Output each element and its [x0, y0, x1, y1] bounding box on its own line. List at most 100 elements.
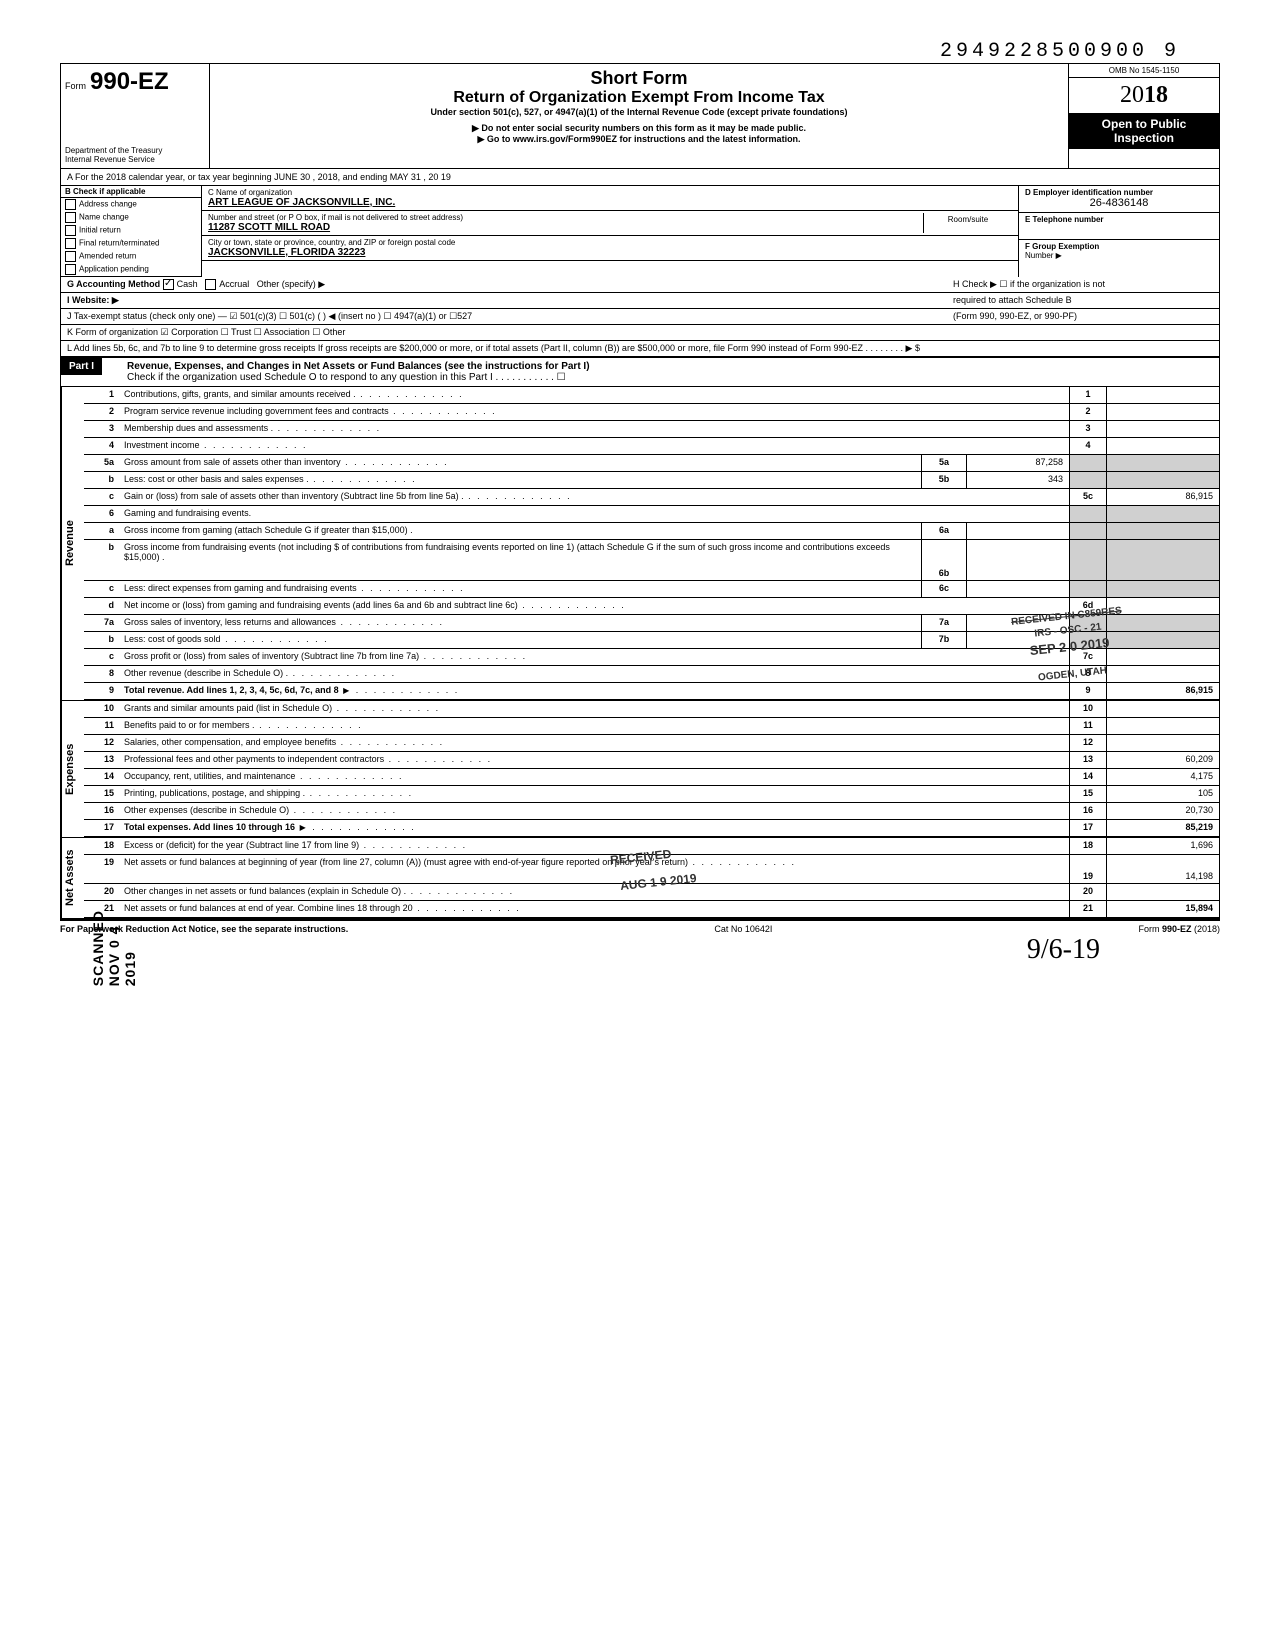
page-footer: For Paperwork Reduction Act Notice, see … — [60, 920, 1220, 934]
line-5c: Gain or (loss) from sale of assets other… — [120, 489, 1069, 505]
netassets-section-label: Net Assets — [61, 838, 84, 918]
val-5a: 87,258 — [966, 455, 1069, 471]
received-stamp-ogden: RECEIVED IN C859RES IRS - OSC - 21 SEP 2… — [1010, 604, 1128, 687]
form-number: 990-EZ — [90, 68, 169, 96]
open-public: Open to Public — [1073, 117, 1215, 131]
chk-cash[interactable] — [163, 279, 174, 290]
line-12: Salaries, other compensation, and employ… — [120, 735, 1069, 751]
val-6d — [1106, 598, 1219, 614]
subtitle: Under section 501(c), 527, or 4947(a)(1)… — [218, 107, 1060, 117]
row-g-accounting: G Accounting Method Cash Accrual Other (… — [67, 279, 945, 290]
line-7c: Gross profit or (loss) from sales of inv… — [120, 649, 1069, 665]
val-13: 60,209 — [1106, 752, 1219, 768]
line-19: Net assets or fund balances at beginning… — [120, 855, 1069, 883]
line-1: Contributions, gifts, grants, and simila… — [120, 387, 1069, 403]
omb-number: OMB No 1545-1150 — [1069, 64, 1219, 78]
tax-year: 20201818 — [1069, 78, 1219, 113]
line-4: Investment income — [120, 438, 1069, 454]
room-suite-label: Room/suite — [923, 213, 1012, 233]
line-6a: Gross income from gaming (attach Schedul… — [120, 523, 921, 539]
val-10 — [1106, 701, 1219, 717]
line-15: Printing, publications, postage, and shi… — [120, 786, 1069, 802]
irs-label: Internal Revenue Service — [65, 155, 205, 164]
part1-check: Check if the organization used Schedule … — [127, 372, 1213, 383]
d-ein-label: D Employer identification number — [1025, 188, 1213, 197]
part1-title: Revenue, Expenses, and Changes in Net As… — [127, 361, 1213, 372]
row-h3: (Form 990, 990-EZ, or 990-PF) — [945, 311, 1213, 322]
chk-address-change[interactable] — [65, 199, 76, 210]
line-20: Other changes in net assets or fund bala… — [120, 884, 1069, 900]
val-12 — [1106, 735, 1219, 751]
val-3 — [1106, 421, 1219, 437]
val-4 — [1106, 438, 1219, 454]
val-6c — [966, 581, 1069, 597]
title-main: Return of Organization Exempt From Incom… — [218, 89, 1060, 107]
val-5c: 86,915 — [1106, 489, 1219, 505]
e-phone-label: E Telephone number — [1025, 215, 1213, 224]
line-5b: Less: cost or other basis and sales expe… — [120, 472, 921, 488]
line-10: Grants and similar amounts paid (list in… — [120, 701, 1069, 717]
f-group-label2: Number ▶ — [1025, 251, 1213, 260]
org-name: ART LEAGUE OF JACKSONVILLE, INC. — [208, 197, 1012, 208]
row-h: H Check ▶ ☐ if the organization is not — [945, 279, 1213, 290]
line-7a: Gross sales of inventory, less returns a… — [120, 615, 921, 631]
val-15: 105 — [1106, 786, 1219, 802]
chk-app-pending[interactable] — [65, 264, 76, 275]
line-6: Gaming and fundraising events. — [120, 506, 1069, 522]
document-number: 2949228500900 9 — [60, 40, 1220, 63]
val-20 — [1106, 884, 1219, 900]
line-11: Benefits paid to or for members . — [120, 718, 1069, 734]
part1-header: Part I Revenue, Expenses, and Changes in… — [60, 358, 1220, 387]
line-6d: Net income or (loss) from gaming and fun… — [120, 598, 1069, 614]
footer-mid: Cat No 10642I — [714, 924, 772, 934]
val-17: 85,219 — [1106, 820, 1219, 836]
val-16: 20,730 — [1106, 803, 1219, 819]
line-5a: Gross amount from sale of assets other t… — [120, 455, 921, 471]
line-9: Total revenue. Add lines 1, 2, 3, 4, 5c,… — [120, 683, 1069, 699]
line-6b: Gross income from fundraising events (no… — [120, 540, 921, 580]
val-1 — [1106, 387, 1219, 403]
form-header: Form 990-EZ Department of the Treasury I… — [60, 63, 1220, 169]
val-6a — [966, 523, 1069, 539]
val-11 — [1106, 718, 1219, 734]
column-c-org-info: C Name of organization ART LEAGUE OF JAC… — [202, 186, 1018, 277]
val-21: 15,894 — [1106, 901, 1219, 917]
org-city: JACKSONVILLE, FLORIDA 32223 — [208, 247, 1012, 258]
line-14: Occupancy, rent, utilities, and maintena… — [120, 769, 1069, 785]
chk-name-change[interactable] — [65, 212, 76, 223]
val-9: 86,915 — [1106, 683, 1219, 699]
c-name-label: C Name of organization — [208, 188, 1012, 197]
line-6c: Less: direct expenses from gaming and fu… — [120, 581, 921, 597]
part1-label: Part I — [61, 358, 102, 375]
chk-amended[interactable] — [65, 251, 76, 262]
val-2 — [1106, 404, 1219, 420]
row-k-org-form: K Form of organization ☑ Corporation ☐ T… — [67, 327, 1213, 338]
scanned-stamp: SCANNED NOV 0 4 2019 — [90, 910, 138, 986]
title-short: Short Form — [218, 68, 1060, 89]
row-l-gross: L Add lines 5b, 6c, and 7b to line 9 to … — [67, 343, 1213, 354]
row-i-website: I Website: ▶ — [67, 295, 945, 306]
column-d-e-f: D Employer identification number 26-4836… — [1018, 186, 1219, 277]
line-2: Program service revenue including govern… — [120, 404, 1069, 420]
line-7b: Less: cost of goods sold — [120, 632, 921, 648]
line-8: Other revenue (describe in Schedule O) . — [120, 666, 1069, 682]
form-prefix: Form — [65, 81, 86, 91]
footer-right: Form Form 990-EZ (2018)990-EZ (2018) — [1138, 924, 1220, 934]
val-14: 4,175 — [1106, 769, 1219, 785]
line-13: Professional fees and other payments to … — [120, 752, 1069, 768]
org-street: 11287 SCOTT MILL ROAD — [208, 222, 923, 233]
inspection: Inspection — [1073, 131, 1215, 145]
line-17: Total expenses. Add lines 10 through 16 — [120, 820, 1069, 836]
chk-final-return[interactable] — [65, 238, 76, 249]
note-url: ▶ Go to www.irs.gov/Form990EZ for instru… — [218, 134, 1060, 145]
c-street-label: Number and street (or P O box, if mail i… — [208, 213, 923, 222]
f-group-label: F Group Exemption — [1025, 242, 1213, 251]
chk-accrual[interactable] — [205, 279, 216, 290]
line-16: Other expenses (describe in Schedule O) — [120, 803, 1069, 819]
val-6b — [966, 540, 1069, 580]
chk-initial-return[interactable] — [65, 225, 76, 236]
note-ssn: ▶ Do not enter social security numbers o… — [218, 123, 1060, 134]
handwritten-date: 9/6-19 — [60, 934, 1220, 966]
val-19: 14,198 — [1106, 855, 1219, 883]
row-a-tax-year: A For the 2018 calendar year, or tax yea… — [60, 169, 1220, 186]
